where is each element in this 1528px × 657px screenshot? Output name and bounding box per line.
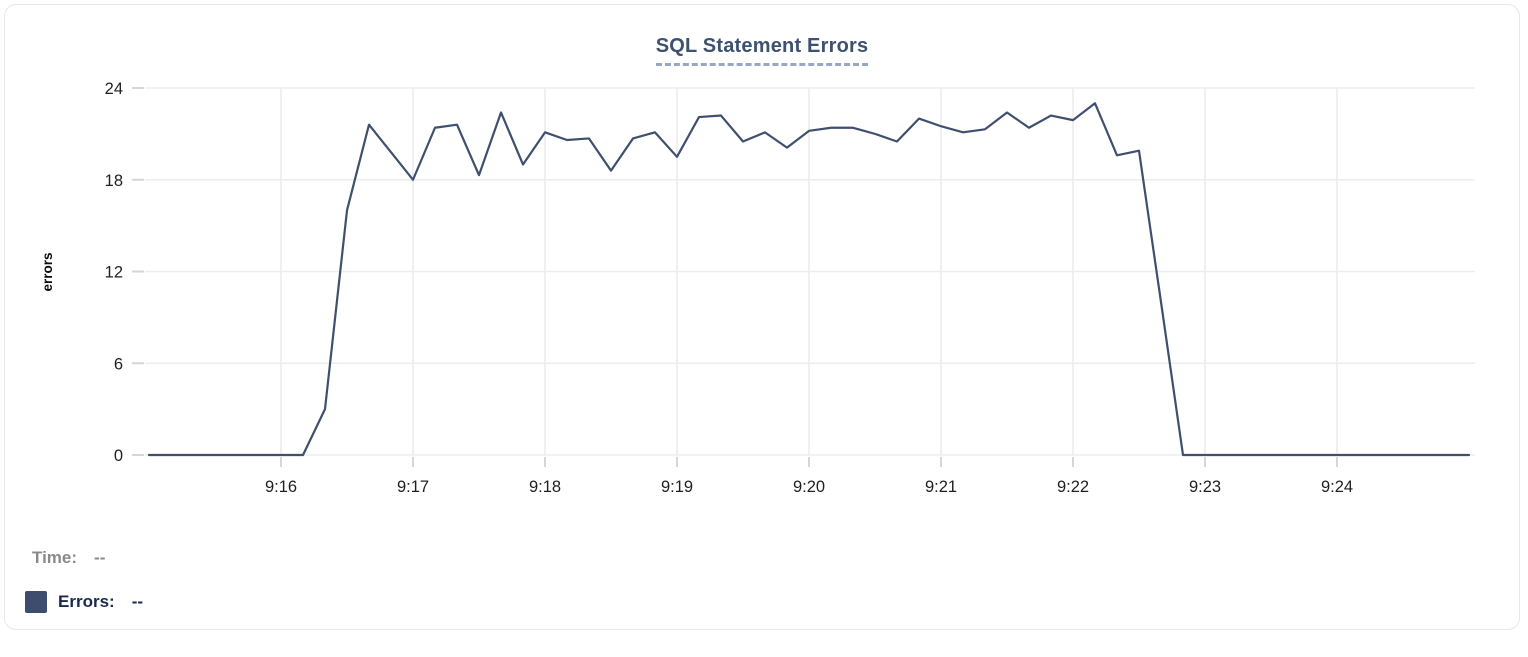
y-tick-label: 24 [105, 80, 123, 98]
chart-title-wrap: SQL Statement Errors [5, 35, 1519, 66]
tooltip-time-label: Time: [32, 548, 78, 567]
tooltip-errors-value: -- [131, 592, 144, 611]
errors-series-swatch [25, 591, 47, 613]
x-tick-label: 9:16 [265, 478, 297, 496]
y-axis-title: errors [40, 252, 55, 291]
x-tick-label: 9:17 [397, 478, 429, 496]
y-tick-label: 6 [114, 355, 123, 373]
x-tick-label: 9:20 [793, 478, 825, 496]
y-tick-label: 12 [105, 264, 123, 282]
x-tick-label: 9:18 [529, 478, 561, 496]
tooltip-errors-label: Errors: [58, 592, 115, 611]
x-tick-label: 9:21 [925, 478, 957, 496]
errors-line-chart[interactable]: 0 6 12 18 24 9:16 9:17 9:18 9:19 9:20 9:21 9:22 9:23… [5, 5, 1528, 657]
tooltip-errors-row: Errors: -- [25, 591, 143, 613]
tooltip-time-value: -- [94, 548, 106, 567]
x-tick-label: 9:22 [1057, 478, 1089, 496]
x-tick-label: 9:24 [1321, 478, 1353, 496]
errors-series-line[interactable] [147, 102, 1471, 457]
x-tick-label: 9:23 [1189, 478, 1221, 496]
chart-title[interactable]: SQL Statement Errors [655, 35, 869, 66]
y-tick-label: 0 [114, 447, 123, 465]
tooltip-time-row: Time: -- [32, 548, 105, 568]
y-tick-label: 18 [105, 172, 123, 190]
x-tick-label: 9:19 [661, 478, 693, 496]
chart-card: SQL Statement Errors 0 6 12 18 24 9:16 9:17 9:1… [4, 4, 1520, 630]
